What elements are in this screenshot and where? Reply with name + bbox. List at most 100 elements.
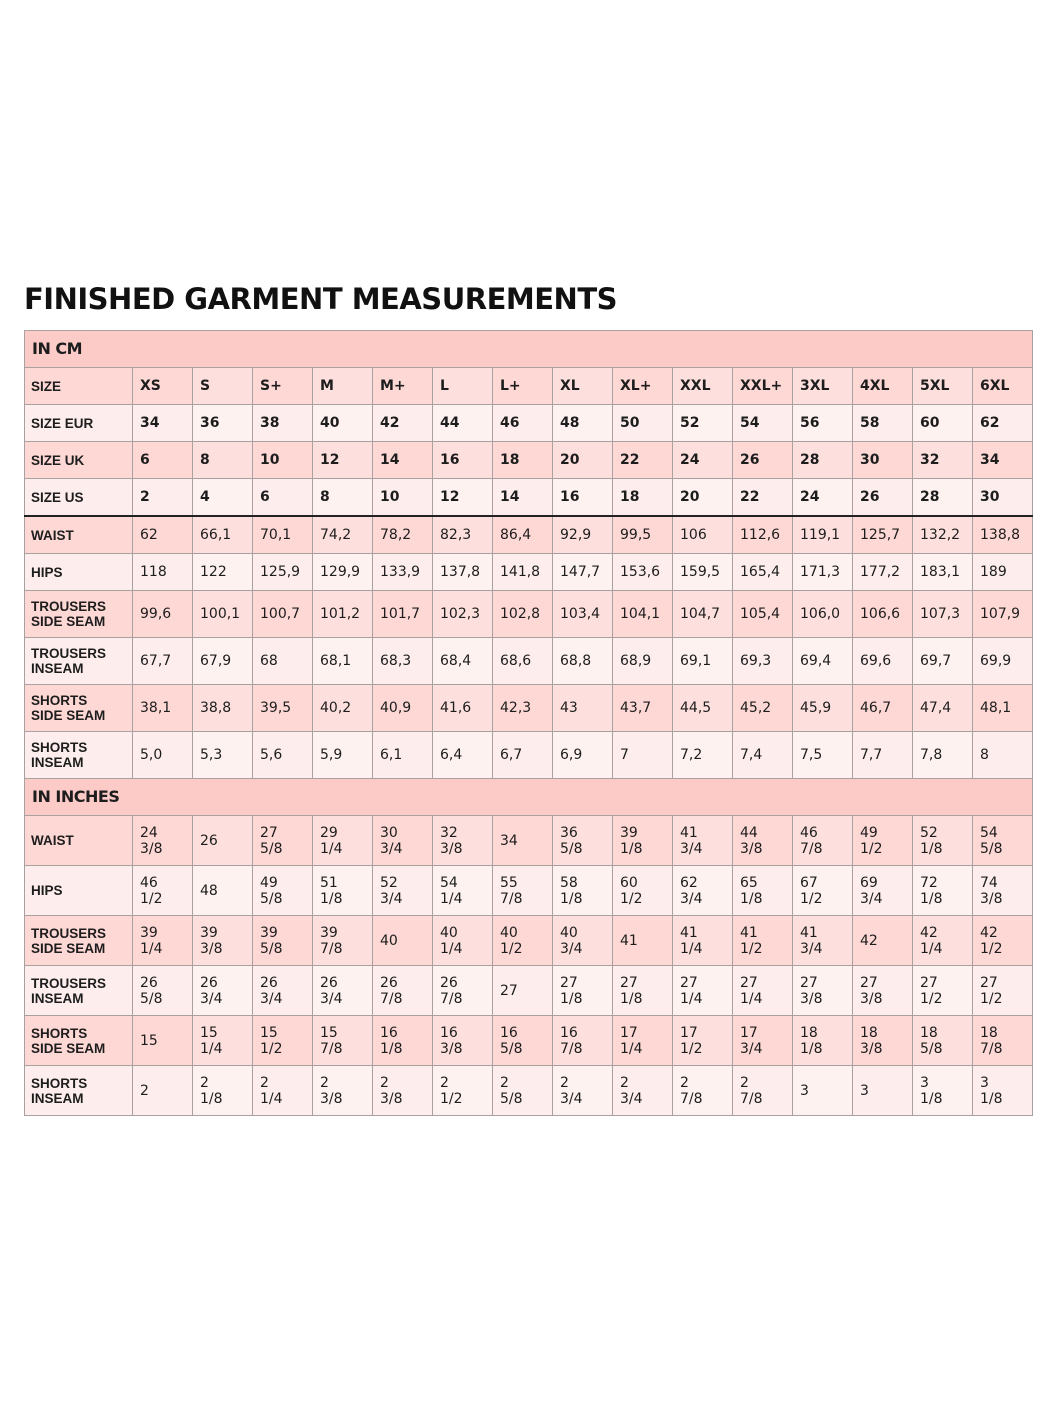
table-cell: 104,1	[612, 590, 673, 638]
table-cell: 112,6	[732, 515, 793, 554]
table-cell: 189	[971, 553, 1034, 591]
table-cell: 15 7/8	[312, 1015, 373, 1066]
table-cell: 28	[912, 478, 973, 517]
table-cell: 69 3/4	[852, 865, 913, 916]
table-cell: 54	[732, 404, 793, 442]
row-label: SIZE US	[24, 478, 133, 517]
table-cell: 125,7	[852, 515, 913, 554]
table-cell: XL	[552, 367, 613, 405]
table-cell: 147,7	[552, 553, 613, 591]
table-cell: 55 7/8	[492, 865, 553, 916]
table-cell: L	[432, 367, 493, 405]
table-cell: 118	[132, 553, 193, 591]
table-cell: 40 1/4	[432, 915, 493, 966]
table-cell: 42	[852, 915, 913, 966]
table-cell: 27 1/8	[552, 965, 613, 1016]
table-cell: 29 1/4	[312, 815, 373, 866]
table-cell: 67,7	[132, 637, 193, 685]
table-cell: 26	[852, 478, 913, 517]
table-cell: 8	[971, 731, 1034, 779]
table-cell: 67,9	[192, 637, 253, 685]
table-cell: 8	[192, 441, 253, 479]
table-cell: 100,1	[192, 590, 253, 638]
table-cell: 7,5	[792, 731, 853, 779]
table-cell: 119,1	[792, 515, 853, 554]
table-cell: 107,9	[971, 590, 1034, 638]
table-cell: 27 1/4	[672, 965, 733, 1016]
table-row-trousers-inseam: TROUSERS INSEAM 67,7 67,9 68 68,1 68,3 68,4 68,…	[24, 637, 1034, 685]
table-cell: 26 3/4	[252, 965, 313, 1016]
table-cell: 3	[792, 1065, 853, 1116]
table-cell: 5,3	[192, 731, 253, 779]
table-cell: 6,9	[552, 731, 613, 779]
row-label: SHORTS INSEAM	[24, 1065, 133, 1116]
table-cell: 122	[192, 553, 253, 591]
table-cell: 50	[612, 404, 673, 442]
table-cell: 125,9	[252, 553, 313, 591]
table-cell: 58	[852, 404, 913, 442]
table-cell: 44	[432, 404, 493, 442]
table-cell: 41,6	[432, 684, 493, 732]
table-cell: 40	[312, 404, 373, 442]
row-label: SHORTS INSEAM	[24, 731, 133, 779]
table-cell: 14	[372, 441, 433, 479]
table-cell: 17 3/4	[732, 1015, 793, 1066]
table-cell: 27 1/2	[971, 965, 1034, 1016]
table-cell: XS	[132, 367, 193, 405]
table-cell: 106,6	[852, 590, 913, 638]
row-label: TROUSERS INSEAM	[24, 637, 133, 685]
table-cell: 3 1/8	[912, 1065, 973, 1116]
table-cell: 49 1/2	[852, 815, 913, 866]
row-label: HIPS	[24, 865, 133, 916]
table-cell: 3XL	[792, 367, 853, 405]
table-cell: 15 1/2	[252, 1015, 313, 1066]
row-label: SHORTS SIDE SEAM	[24, 684, 133, 732]
table-cell: 101,2	[312, 590, 373, 638]
table-cell: 52 1/8	[912, 815, 973, 866]
table-cell: 38,1	[132, 684, 193, 732]
table-cell: 6,4	[432, 731, 493, 779]
table-cell: 27 3/8	[852, 965, 913, 1016]
table-cell: 41	[612, 915, 673, 966]
table-row-shorts-inseam: SHORTS INSEAM 5,0 5,3 5,6 5,9 6,1 6,4 6,7 6,9 7 7,…	[24, 731, 1034, 779]
table-cell: 6	[252, 478, 313, 517]
table-cell: 32 3/8	[432, 815, 493, 866]
page-title: FINISHED GARMENT MEASUREMENTS	[24, 282, 618, 316]
table-cell: 38,8	[192, 684, 253, 732]
table-cell: 5,9	[312, 731, 373, 779]
table-cell: 46,7	[852, 684, 913, 732]
table-cell: 5XL	[912, 367, 973, 405]
table-cell: 102,3	[432, 590, 493, 638]
table-cell: 137,8	[432, 553, 493, 591]
table-cell: 106,0	[792, 590, 853, 638]
table-row-hips: HIPS 118 122 125,9 129,9 133,9 137,8 141,8 147,7…	[24, 553, 1034, 591]
table-cell: 17 1/4	[612, 1015, 673, 1066]
table-cell: 30	[971, 478, 1034, 517]
table-cell: M+	[372, 367, 433, 405]
table-cell: 38	[252, 404, 313, 442]
table-cell: 62 3/4	[672, 865, 733, 916]
table-cell: 2 3/8	[312, 1065, 373, 1116]
table-cell: 16	[432, 441, 493, 479]
table-cell: XXL+	[732, 367, 793, 405]
table-cell: 68,4	[432, 637, 493, 685]
table-cell: 18 3/8	[852, 1015, 913, 1066]
table-cell: 26 5/8	[132, 965, 193, 1016]
row-label: TROUSERS INSEAM	[24, 965, 133, 1016]
table-row-shorts-side-seam: SHORTS SIDE SEAM 38,1 38,8 39,5 40,2 40,9 41,6…	[24, 684, 1034, 732]
table-cell: 103,4	[552, 590, 613, 638]
table-cell: 2 7/8	[672, 1065, 733, 1116]
table-cell: 20	[672, 478, 733, 517]
table-cell: 16 7/8	[552, 1015, 613, 1066]
row-label: WAIST	[24, 515, 133, 554]
row-label: SIZE UK	[24, 441, 133, 479]
table-cell: 129,9	[312, 553, 373, 591]
table-cell: 68,1	[312, 637, 373, 685]
row-label: SIZE EUR	[24, 404, 133, 442]
table-cell: 72 1/8	[912, 865, 973, 916]
row-label: HIPS	[24, 553, 133, 591]
table-row-trousers-side-seam: TROUSERS SIDE SEAM 99,6 100,1 100,7 101,2 101…	[24, 590, 1034, 638]
table-cell: 2 1/4	[252, 1065, 313, 1116]
table-row-waist: WAIST 24 3/8 26 27 5/8 29 1/4 30 3/4 32 3/8 34 3…	[24, 815, 1034, 866]
table-cell: 20	[552, 441, 613, 479]
